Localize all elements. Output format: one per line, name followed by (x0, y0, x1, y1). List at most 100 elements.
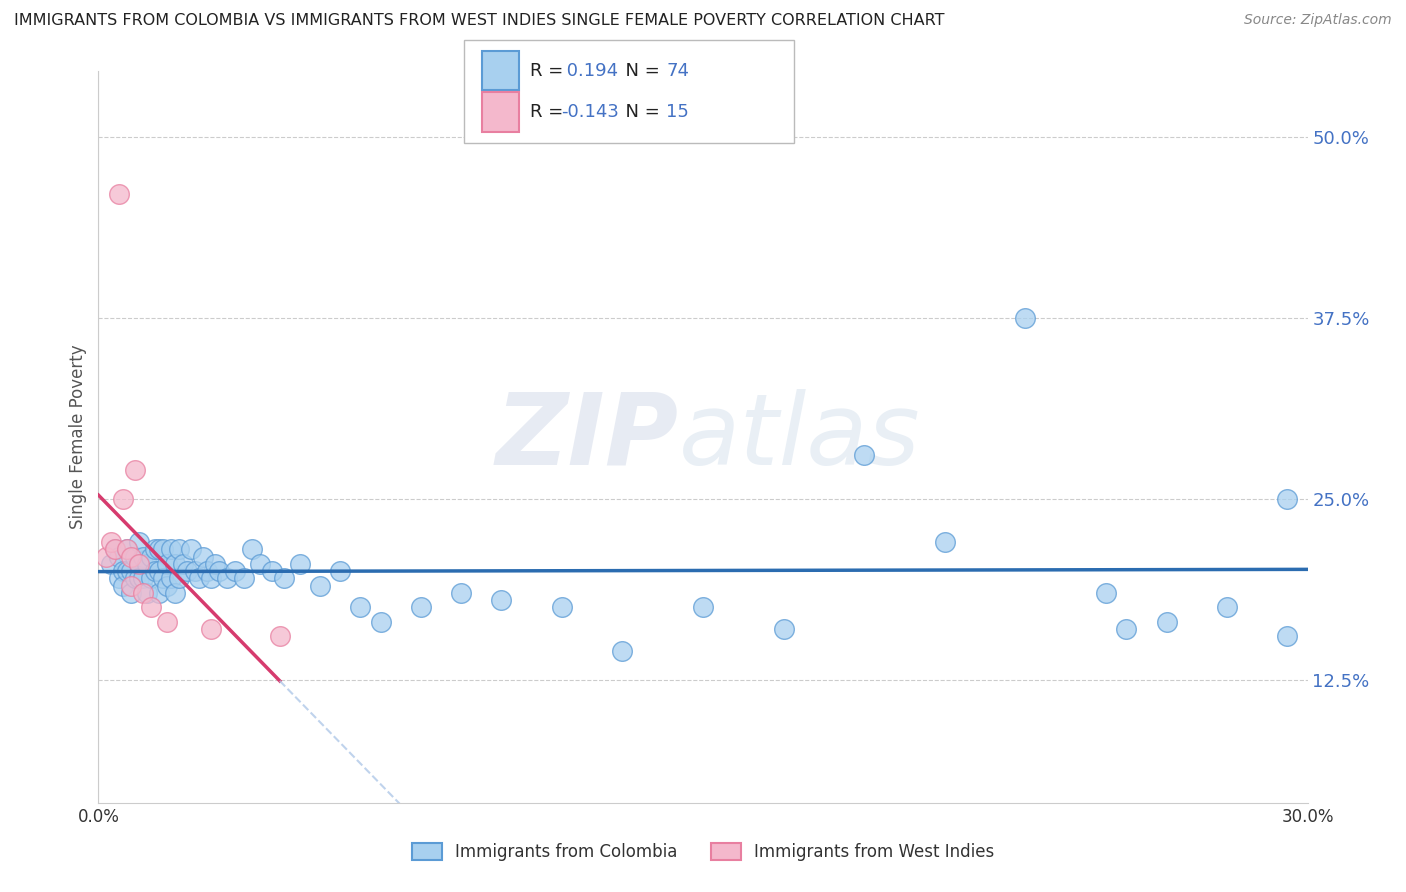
Point (135, 586, 157, 600)
Point (103, 542, 125, 557)
Point (1216, 600, 1239, 615)
Point (156, 557, 179, 571)
Point (612, 644, 634, 658)
Point (1095, 586, 1118, 600)
Point (160, 571, 183, 585)
Point (124, 463, 146, 477)
Text: N =: N = (614, 62, 666, 79)
Point (193, 549, 215, 564)
Point (1014, 310, 1036, 325)
Point (204, 557, 226, 571)
Point (491, 593, 513, 607)
Text: R =: R = (530, 62, 569, 79)
Point (200, 622, 222, 636)
Point (148, 542, 170, 557)
Point (120, 549, 142, 564)
Point (156, 615, 179, 629)
Point (260, 564, 283, 578)
Point (100, 557, 122, 571)
Point (139, 600, 162, 615)
Text: N =: N = (614, 103, 666, 121)
Point (167, 571, 190, 585)
Point (120, 564, 142, 578)
Point (1277, 629, 1299, 643)
Point (692, 600, 714, 615)
Point (167, 542, 190, 557)
Point (176, 564, 198, 578)
Point (107, 187, 129, 202)
Point (120, 578, 142, 592)
Point (232, 571, 254, 585)
Point (148, 586, 170, 600)
Point (288, 557, 311, 571)
Point (273, 571, 295, 585)
Point (853, 448, 876, 462)
Point (132, 571, 155, 585)
Point (139, 549, 162, 564)
Point (115, 542, 138, 557)
Text: atlas: atlas (679, 389, 921, 485)
Point (128, 557, 150, 571)
Text: 0.194: 0.194 (561, 62, 619, 79)
Text: R =: R = (530, 103, 569, 121)
Point (772, 622, 794, 636)
Point (115, 564, 138, 578)
Point (152, 571, 174, 585)
Point (143, 564, 166, 578)
Point (1115, 622, 1137, 636)
Point (100, 535, 122, 549)
Point (1156, 615, 1178, 629)
Point (124, 571, 146, 585)
Point (934, 535, 956, 549)
Point (107, 549, 129, 564)
Y-axis label: Single Female Poverty: Single Female Poverty (69, 345, 87, 529)
Point (103, 542, 125, 557)
Point (115, 542, 138, 557)
Point (120, 586, 142, 600)
Point (188, 571, 211, 585)
Point (132, 586, 155, 600)
Text: -0.143: -0.143 (561, 103, 619, 121)
Point (143, 542, 166, 557)
Text: 74: 74 (666, 62, 689, 79)
Point (208, 564, 231, 578)
Point (156, 578, 179, 592)
Point (240, 542, 263, 557)
Point (450, 586, 472, 600)
Point (224, 564, 246, 578)
Point (128, 571, 150, 585)
Point (160, 542, 183, 557)
Point (111, 564, 134, 578)
Text: ZIP: ZIP (496, 389, 679, 485)
Point (269, 629, 291, 643)
Point (370, 615, 392, 629)
Point (107, 571, 129, 585)
Point (551, 600, 574, 615)
Point (409, 600, 432, 615)
Point (135, 557, 157, 571)
Legend: Immigrants from Colombia, Immigrants from West Indies: Immigrants from Colombia, Immigrants fro… (405, 836, 1001, 868)
Point (124, 549, 146, 564)
Text: Source: ZipAtlas.com: Source: ZipAtlas.com (1244, 13, 1392, 28)
Point (152, 542, 174, 557)
Point (111, 578, 134, 592)
Point (163, 586, 186, 600)
Point (249, 557, 271, 571)
Point (96, 549, 118, 564)
Point (128, 557, 150, 571)
Point (195, 564, 218, 578)
Point (139, 571, 162, 585)
Point (309, 578, 332, 592)
Point (1277, 491, 1299, 506)
Point (163, 557, 186, 571)
Point (111, 491, 134, 506)
Point (329, 564, 352, 578)
Point (172, 557, 194, 571)
Point (128, 535, 150, 549)
Point (180, 542, 202, 557)
Text: 15: 15 (666, 103, 689, 121)
Point (184, 564, 207, 578)
Point (200, 571, 222, 585)
Text: IMMIGRANTS FROM COLOMBIA VS IMMIGRANTS FROM WEST INDIES SINGLE FEMALE POVERTY CO: IMMIGRANTS FROM COLOMBIA VS IMMIGRANTS F… (14, 13, 945, 29)
Point (217, 571, 239, 585)
